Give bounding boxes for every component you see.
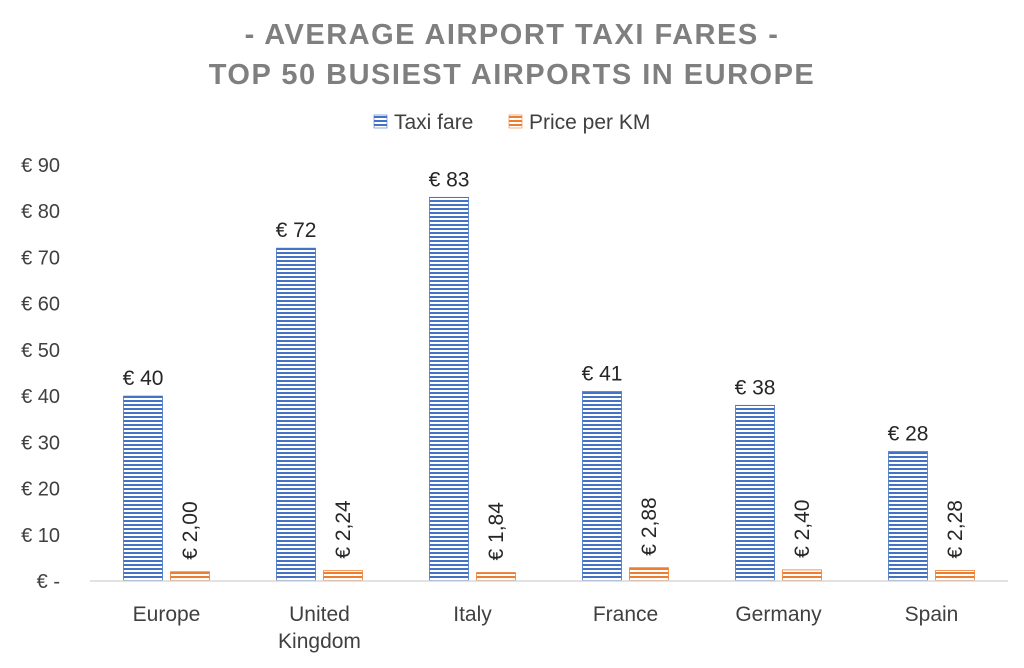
legend-swatch-price-per-km [508,114,523,129]
y-tick-label: € 50 [21,340,60,362]
x-tick-label-line: United [289,603,350,626]
data-label-taxi-fare-germany: € 38 [735,376,776,399]
x-tick-label: Italy [453,603,492,626]
x-tick-label-line: Germany [735,603,822,626]
data-label-taxi-fare-spain: € 28 [888,423,929,446]
x-tick-label-line: France [593,603,658,626]
legend-label-price-per-km: Price per KM [529,111,650,134]
chart-title-line-1: - AVERAGE AIRPORT TAXI FARES - [245,19,780,51]
bar-taxi-fare-europe [123,395,163,582]
x-tick-label: United Kingdom [278,603,361,653]
bar-price-per-km-europe [170,571,210,582]
x-axis: Europe United Kingdom Italy France Germany Spa… [90,580,1008,653]
data-labels: € 40 € 2,00 € 72 € 2,24 € 83 € 1,84 € 41 € 2,88… [123,168,967,560]
data-label-taxi-fare-italy: € 83 [429,168,470,191]
bar-taxi-fare-france [582,391,622,582]
data-label-taxi-fare-united-kingdom: € 72 [276,219,317,242]
y-tick-label: € 10 [21,525,60,547]
bar-price-per-km-france [629,567,669,582]
bar-taxi-fare-spain [888,451,928,582]
data-label-price-per-km-italy: € 1,84 [485,502,508,561]
chart-title-line-2: TOP 50 BUSIEST AIRPORTS IN EUROPE [209,59,816,91]
bar-taxi-fare-united-kingdom [276,247,316,582]
legend-label-taxi-fare: Taxi fare [394,111,473,134]
bar-taxi-fare-italy [429,196,469,582]
x-tick-label-line: Kingdom [278,630,361,653]
data-label-price-per-km-france: € 2,88 [638,497,661,555]
data-label-price-per-km-europe: € 2,00 [179,501,202,559]
x-tick-label-line: Italy [453,603,492,626]
x-tick-label: Germany [735,603,822,626]
bar-price-per-km-germany [782,569,822,582]
x-tick-label: Europe [133,603,201,626]
y-tick-label: € 40 [21,386,60,408]
y-tick-label: € 70 [21,247,60,269]
x-tick-label: France [593,603,658,626]
chart-title: - AVERAGE AIRPORT TAXI FARES - TOP 50 BU… [209,19,816,91]
y-tick-label: € 30 [21,432,60,454]
x-tick-label-line: Spain [905,603,959,626]
data-label-taxi-fare-france: € 41 [582,362,623,385]
y-tick-label: € 80 [21,201,60,223]
bar-price-per-km-united-kingdom [323,570,363,582]
y-tick-label: € - [37,571,60,593]
data-label-price-per-km-germany: € 2,40 [791,500,814,558]
y-tick-label: € 20 [21,479,60,501]
bars [123,196,975,582]
y-tick-label: € 90 [21,155,60,177]
bar-price-per-km-spain [935,570,975,582]
x-tick-label-line: Europe [133,603,201,626]
bar-taxi-fare-germany [735,404,775,582]
data-label-price-per-km-united-kingdom: € 2,24 [332,500,355,559]
data-label-taxi-fare-europe: € 40 [123,367,164,390]
bar-price-per-km-italy [476,572,516,582]
y-axis: € - € 10 € 20 € 30 € 40 € 50 € 60 € 70 € 80 € 90 [21,155,60,593]
y-tick-label: € 60 [21,294,60,316]
data-label-price-per-km-spain: € 2,28 [944,500,967,558]
x-tick-label: Spain [905,603,959,626]
legend: Taxi fare Price per KM [373,111,650,134]
legend-swatch-taxi-fare [373,114,388,129]
